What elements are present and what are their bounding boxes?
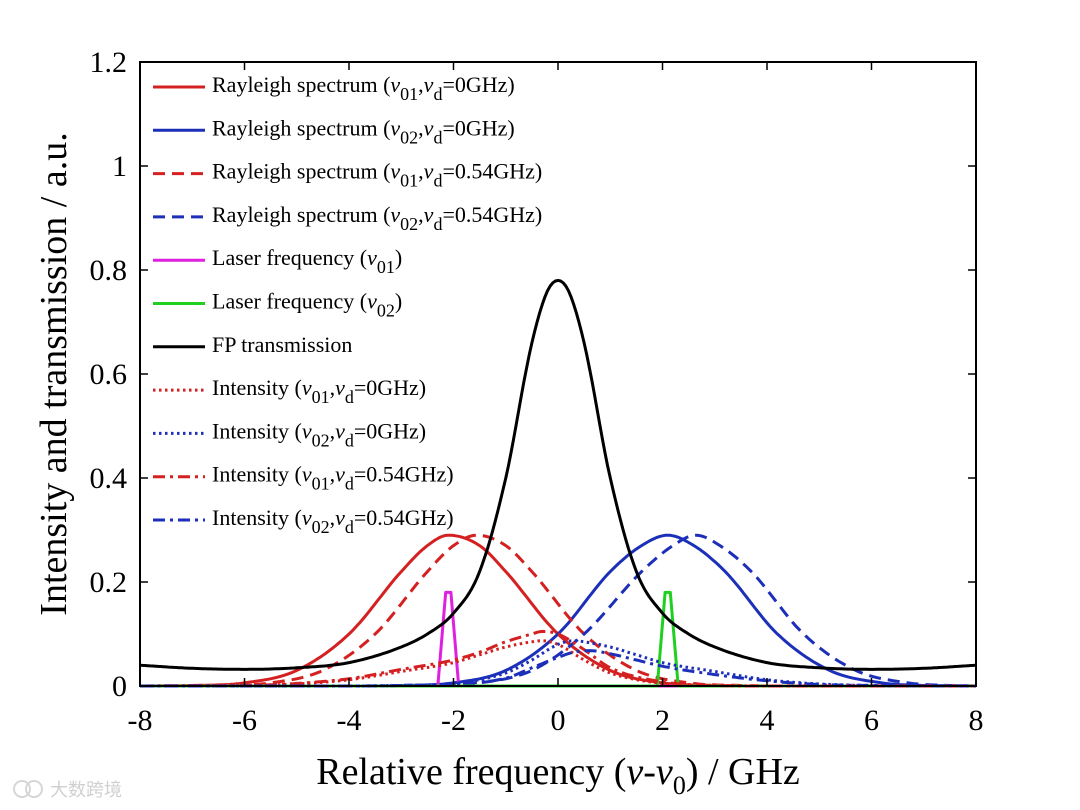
x-tick-label: -6: [232, 704, 257, 737]
x-tick-label: 0: [551, 704, 566, 737]
y-tick-label: 0: [112, 670, 127, 703]
series-line-3: [140, 533, 976, 688]
watermark-logo-icon: [13, 780, 31, 798]
watermark-text: 大数跨境: [50, 780, 122, 801]
legend-label-6: Laser frequency (ν02): [212, 289, 402, 321]
series-line-2: [140, 533, 976, 688]
legend-label-5: Laser frequency (ν01): [212, 245, 402, 277]
x-tick-label: 6: [864, 704, 879, 737]
legend-label-1: Rayleigh spectrum (ν01,νd=0GHz): [212, 72, 515, 104]
series-line-6: [140, 590, 976, 688]
plot-frame: [139, 61, 977, 687]
x-tick-label: -8: [128, 704, 153, 737]
legend-label-7: FP transmission: [212, 332, 352, 357]
legend-label-9: Intensity (ν02,νd=0GHz): [212, 418, 426, 450]
x-tick-label: 8: [969, 704, 984, 737]
y-tick-label: 0.2: [90, 566, 128, 599]
x-tick-label: -2: [441, 704, 466, 737]
x-axis-label: Relative frequency (ν-ν0) / GHz: [316, 751, 800, 800]
legend-label-10: Intensity (ν01,νd=0.54GHz): [212, 462, 454, 494]
y-tick-label: 1: [112, 150, 127, 183]
x-tick-label: -4: [337, 704, 362, 737]
legend-label-8: Intensity (ν01,νd=0GHz): [212, 375, 426, 407]
y-tick-label: 1.2: [90, 46, 128, 79]
legend-label-3: Rayleigh spectrum (ν01,νd=0.54GHz): [212, 159, 542, 191]
x-tick-label: 2: [655, 704, 670, 737]
series-line-7: [139, 278, 977, 671]
x-tick-label: 4: [760, 704, 775, 737]
tick-layer: -8 -6 -4 -2 0 2 4 6 8 0 0.2 0.4 0.6 0.8 1 1.2: [90, 46, 984, 737]
y-tick-label: 0.8: [90, 254, 128, 287]
y-axis-label: Intensity and transmission / a.u.: [33, 132, 75, 615]
series-line-1: [140, 533, 976, 688]
legend-label-11: Intensity (ν02,νd=0.54GHz): [212, 505, 454, 537]
legend: Rayleigh spectrum (ν01,νd=0GHz) Rayleigh …: [153, 72, 542, 537]
y-tick-label: 0.6: [90, 358, 128, 391]
legend-label-2: Rayleigh spectrum (ν02,νd=0GHz): [212, 115, 515, 147]
y-tick-label: 0.4: [90, 462, 128, 495]
series-line-4: [140, 533, 976, 688]
watermark: 大数跨境: [13, 780, 122, 801]
series-line-5: [140, 590, 976, 688]
legend-label-4: Rayleigh spectrum (ν02,νd=0.54GHz): [212, 202, 542, 234]
watermark-logo-icon-ring: [25, 780, 43, 798]
